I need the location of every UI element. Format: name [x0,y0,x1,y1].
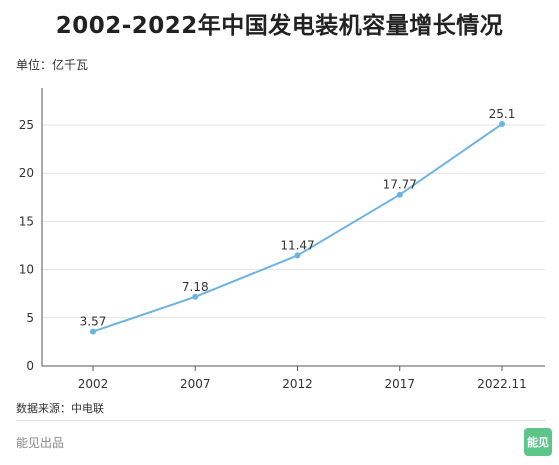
grid-lines [42,124,545,319]
y-tick-label: 20 [19,166,34,180]
data-point [294,252,301,259]
x-tick-label: 2022.11 [477,377,527,391]
source-label: 数据来源：中电联 [16,402,104,415]
footer-divider [16,420,546,421]
y-tick-label: 15 [19,214,34,228]
data-point [192,293,199,300]
y-tick-label: 10 [19,263,34,277]
chart-title: 2002-2022年中国发电装机容量增长情况 [55,13,504,39]
data-label: 17.77 [383,178,417,192]
brand-label: 能见出品 [16,436,65,450]
unit-label: 单位：亿千瓦 [16,58,89,72]
axes [41,88,545,371]
data-label: 25.1 [489,107,516,121]
x-tick-label: 2002 [78,377,109,391]
data-point [90,328,96,335]
x-tick-label: 2017 [384,377,415,391]
line-chart: 0 5 10 15 20 25 2002 2007 2012 2017 2022.11 3.57 7.… [19,88,545,391]
y-tick-label: 0 [26,359,34,373]
x-tick-label: 2012 [282,377,313,391]
data-point [396,191,403,198]
series-layer [90,121,505,335]
tick-labels: 0 5 10 15 20 25 2002 2007 2012 2017 2022.11 [19,118,527,391]
data-label: 3.57 [80,315,107,329]
data-labels: 3.57 7.18 11.47 17.77 25.1 [80,107,516,329]
brand-logo: 能见 [524,428,552,456]
x-tick-label: 2007 [180,377,211,391]
y-tick-label: 25 [19,118,34,132]
y-tick-label: 5 [26,311,34,325]
data-label: 11.47 [280,238,314,252]
data-point [499,121,505,128]
series-line [92,123,503,333]
data-label: 7.18 [182,280,209,294]
